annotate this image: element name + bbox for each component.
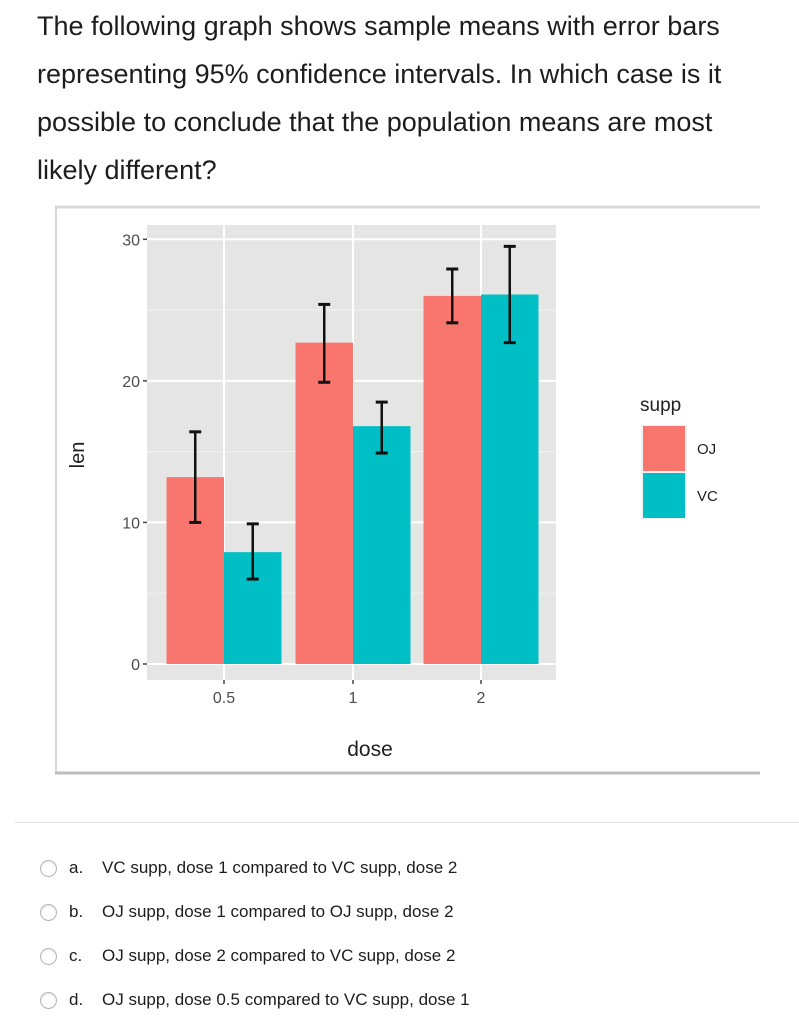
option-text: OJ supp, dose 1 compared to OJ supp, dos… <box>102 902 454 921</box>
bar-vc-2 <box>481 294 539 664</box>
bar-vc-1 <box>353 426 411 664</box>
bar-oj-1 <box>295 342 353 664</box>
option-text: VC supp, dose 1 compared to VC supp, dos… <box>102 858 458 877</box>
option-letter: c. <box>69 946 83 965</box>
divider <box>15 822 799 823</box>
option-text: OJ supp, dose 2 compared to VC supp, dos… <box>102 946 456 965</box>
legend-swatch-oj <box>643 426 685 471</box>
option-c[interactable]: c. OJ supp, dose 2 compared to VC supp, d… <box>40 934 470 978</box>
option-b[interactable]: b. OJ supp, dose 1 compared to OJ supp, d… <box>40 890 470 934</box>
legend-label: VC <box>697 488 718 505</box>
option-letter: b. <box>69 902 84 921</box>
question-text: The following graph shows sample means w… <box>37 11 722 185</box>
bar-oj-2 <box>423 295 481 664</box>
chart-image: 0 10 20 30 0.5 1 2 dose len supp OJ VC <box>55 205 760 775</box>
option-d[interactable]: d. OJ supp, dose 0.5 compared to VC supp,… <box>40 978 470 1022</box>
option-letter: a. <box>69 858 84 877</box>
x-axis-label: dose <box>347 738 393 761</box>
answer-options: a. VC supp, dose 1 compared to VC supp, d… <box>40 846 470 1022</box>
x-tick-label: 1 <box>349 690 358 707</box>
radio-button[interactable] <box>40 947 57 965</box>
radio-button[interactable] <box>40 991 57 1009</box>
y-axis-label: len <box>67 442 89 469</box>
x-tick-label: 2 <box>477 690 486 707</box>
option-a[interactable]: a. VC supp, dose 1 compared to VC supp, d… <box>40 846 470 890</box>
legend-title: supp <box>640 395 681 416</box>
y-tick-label: 20 <box>122 374 140 391</box>
y-tick-label: 10 <box>122 515 140 532</box>
bar-chart: 0 10 20 30 0.5 1 2 dose len supp OJ VC <box>55 205 760 775</box>
option-text: OJ supp, dose 0.5 compared to VC supp, d… <box>102 990 470 1009</box>
x-tick-label: 0.5 <box>213 690 235 707</box>
legend-swatch-vc <box>643 473 685 518</box>
option-letter: d. <box>69 990 84 1009</box>
radio-button[interactable] <box>40 903 57 921</box>
radio-button[interactable] <box>40 859 57 877</box>
y-tick-label: 0 <box>131 657 140 674</box>
y-tick-label: 30 <box>122 232 140 249</box>
legend-label: OJ <box>697 441 716 458</box>
